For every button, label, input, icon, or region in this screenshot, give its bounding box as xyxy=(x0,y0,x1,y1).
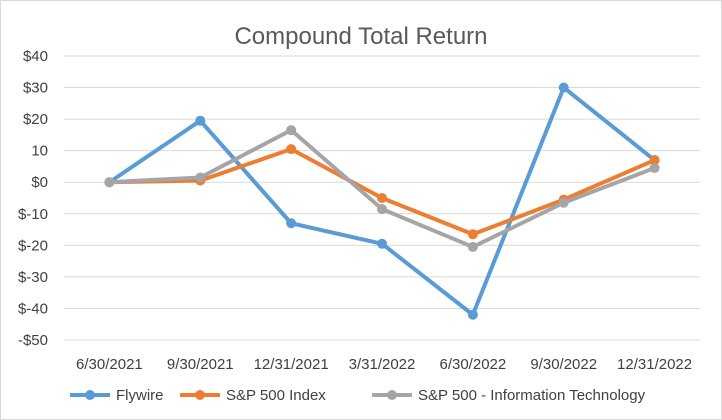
y-tick-label: $20 xyxy=(23,111,48,128)
y-tick-label: $-10 xyxy=(18,206,48,223)
legend-item: Flywire xyxy=(70,387,164,404)
chart-title: Compound Total Return xyxy=(234,23,487,50)
data-point xyxy=(467,241,478,252)
x-tick-label: 9/30/2021 xyxy=(167,356,234,373)
x-tick-label: 9/30/2022 xyxy=(530,356,597,373)
data-point xyxy=(377,238,387,249)
y-tick-label: 10 xyxy=(31,143,48,160)
data-point xyxy=(649,163,660,174)
x-tick-label: 12/31/2022 xyxy=(617,356,692,373)
legend-label: Flywire xyxy=(116,387,164,404)
legend: Flywire S&P 500 Index S&P 500 - Informatio… xyxy=(70,387,646,404)
data-point xyxy=(286,144,297,155)
y-tick-label: $-40 xyxy=(18,300,48,317)
legend-item: S&P 500 - Information Technology xyxy=(372,387,646,404)
x-axis-tick-labels: 6/30/2021 9/30/2021 12/31/2021 3/31/2022 6/3… xyxy=(76,356,692,373)
x-tick-label: 12/31/2021 xyxy=(254,356,329,373)
y-axis-tick-labels: $40 $30 $20 10 $0 $-10 $-20 $-30 $-40 -$50 xyxy=(18,48,48,349)
y-tick-label: -$50 xyxy=(18,332,48,349)
data-point xyxy=(377,193,387,203)
gridlines xyxy=(64,55,700,341)
data-point xyxy=(377,204,387,215)
data-point xyxy=(195,172,206,183)
series-line xyxy=(107,147,657,237)
data-point xyxy=(467,229,478,240)
data-point xyxy=(558,197,569,208)
data-point xyxy=(286,125,297,136)
data-point xyxy=(195,115,206,126)
data-point xyxy=(558,82,569,93)
legend-item: S&P 500 Index xyxy=(180,387,326,404)
legend-label: S&P 500 - Information Technology xyxy=(418,387,646,404)
x-tick-label: 6/30/2021 xyxy=(76,356,143,373)
y-tick-label: $30 xyxy=(23,80,48,97)
series-s-p-500-information-technology xyxy=(104,125,660,252)
y-tick-label: $-20 xyxy=(18,237,48,254)
series-lines xyxy=(104,82,660,320)
data-point xyxy=(286,218,297,229)
y-tick-label: $-30 xyxy=(18,269,48,286)
y-tick-label: $40 xyxy=(23,48,48,65)
data-point xyxy=(104,177,115,188)
legend-swatch-marker xyxy=(195,390,205,400)
data-point xyxy=(649,155,660,166)
legend-swatch-marker xyxy=(387,390,397,400)
series-line xyxy=(107,128,657,249)
series-s-p-500-index xyxy=(104,144,660,240)
data-point xyxy=(467,309,478,320)
x-tick-label: 3/31/2022 xyxy=(349,356,416,373)
legend-swatch-marker xyxy=(85,390,95,400)
legend-label: S&P 500 Index xyxy=(226,387,326,404)
y-tick-label: $0 xyxy=(31,174,48,191)
x-tick-label: 6/30/2022 xyxy=(439,356,506,373)
